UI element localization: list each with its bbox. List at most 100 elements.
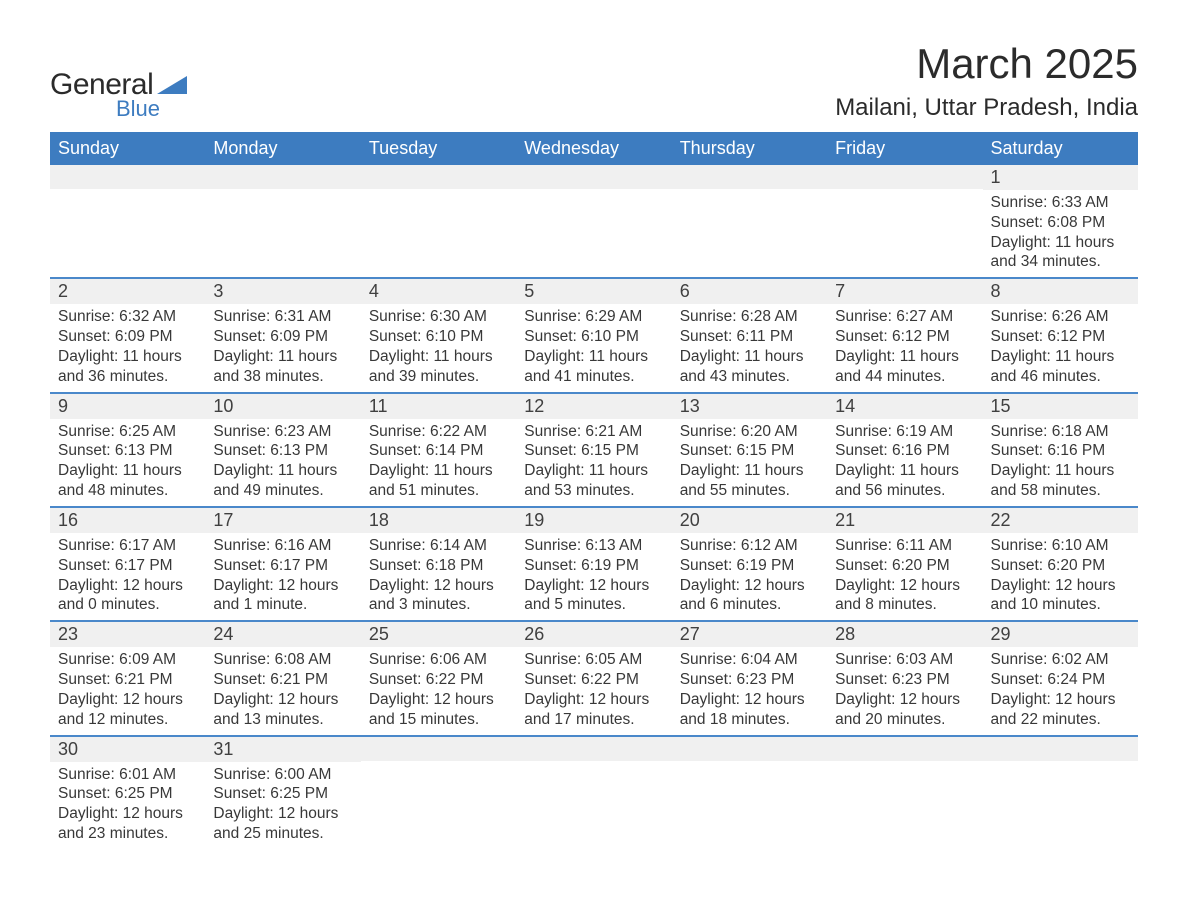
sunset-line: Sunset: 6:19 PM [524,556,663,576]
calendar-cell: 12Sunrise: 6:21 AMSunset: 6:15 PMDayligh… [516,393,671,507]
sunrise-line: Sunrise: 6:27 AM [835,307,974,327]
daylight-line-2: and 34 minutes. [991,252,1130,272]
day-number: 26 [516,622,671,647]
day-data [205,189,360,269]
calendar-cell [827,736,982,849]
day-data: Sunrise: 6:22 AMSunset: 6:14 PMDaylight:… [361,419,516,506]
calendar-cell: 14Sunrise: 6:19 AMSunset: 6:16 PMDayligh… [827,393,982,507]
sunrise-line: Sunrise: 6:17 AM [58,536,197,556]
col-tuesday: Tuesday [361,132,516,165]
brand-triangle-icon [157,74,187,99]
calendar-cell: 2Sunrise: 6:32 AMSunset: 6:09 PMDaylight… [50,278,205,392]
calendar-cell: 28Sunrise: 6:03 AMSunset: 6:23 PMDayligh… [827,621,982,735]
day-number [672,165,827,189]
calendar-cell: 18Sunrise: 6:14 AMSunset: 6:18 PMDayligh… [361,507,516,621]
day-data: Sunrise: 6:20 AMSunset: 6:15 PMDaylight:… [672,419,827,506]
sunset-line: Sunset: 6:21 PM [58,670,197,690]
day-data [516,761,671,841]
page-header: General Blue March 2025 Mailani, Uttar P… [50,40,1138,122]
sunrise-line: Sunrise: 6:03 AM [835,650,974,670]
day-data: Sunrise: 6:01 AMSunset: 6:25 PMDaylight:… [50,762,205,849]
sunset-line: Sunset: 6:17 PM [58,556,197,576]
daylight-line-2: and 6 minutes. [680,595,819,615]
calendar-cell: 27Sunrise: 6:04 AMSunset: 6:23 PMDayligh… [672,621,827,735]
day-number: 6 [672,279,827,304]
day-number [983,737,1138,761]
calendar-cell: 23Sunrise: 6:09 AMSunset: 6:21 PMDayligh… [50,621,205,735]
calendar-cell [983,736,1138,849]
day-number: 23 [50,622,205,647]
calendar-cell [361,736,516,849]
day-number: 12 [516,394,671,419]
daylight-line-1: Daylight: 12 hours [58,576,197,596]
day-number: 19 [516,508,671,533]
sunrise-line: Sunrise: 6:23 AM [213,422,352,442]
daylight-line-1: Daylight: 12 hours [58,690,197,710]
calendar-cell: 26Sunrise: 6:05 AMSunset: 6:22 PMDayligh… [516,621,671,735]
daylight-line-1: Daylight: 11 hours [680,461,819,481]
day-number [827,165,982,189]
sunset-line: Sunset: 6:15 PM [524,441,663,461]
calendar-cell: 17Sunrise: 6:16 AMSunset: 6:17 PMDayligh… [205,507,360,621]
sunset-line: Sunset: 6:11 PM [680,327,819,347]
sunrise-line: Sunrise: 6:22 AM [369,422,508,442]
day-number [516,165,671,189]
day-data: Sunrise: 6:27 AMSunset: 6:12 PMDaylight:… [827,304,982,391]
sunset-line: Sunset: 6:20 PM [835,556,974,576]
daylight-line-2: and 58 minutes. [991,481,1130,501]
sunrise-line: Sunrise: 6:19 AM [835,422,974,442]
calendar-cell: 22Sunrise: 6:10 AMSunset: 6:20 PMDayligh… [983,507,1138,621]
daylight-line-2: and 36 minutes. [58,367,197,387]
daylight-line-1: Daylight: 11 hours [369,461,508,481]
sunrise-line: Sunrise: 6:02 AM [991,650,1130,670]
day-data: Sunrise: 6:29 AMSunset: 6:10 PMDaylight:… [516,304,671,391]
day-data [516,189,671,269]
calendar-cell: 4Sunrise: 6:30 AMSunset: 6:10 PMDaylight… [361,278,516,392]
sunset-line: Sunset: 6:10 PM [524,327,663,347]
daylight-line-2: and 53 minutes. [524,481,663,501]
day-data: Sunrise: 6:11 AMSunset: 6:20 PMDaylight:… [827,533,982,620]
col-saturday: Saturday [983,132,1138,165]
daylight-line-2: and 51 minutes. [369,481,508,501]
day-data: Sunrise: 6:21 AMSunset: 6:15 PMDaylight:… [516,419,671,506]
day-number: 27 [672,622,827,647]
daylight-line-1: Daylight: 12 hours [835,690,974,710]
daylight-line-1: Daylight: 12 hours [524,690,663,710]
day-data: Sunrise: 6:25 AMSunset: 6:13 PMDaylight:… [50,419,205,506]
daylight-line-1: Daylight: 12 hours [58,804,197,824]
brand-logo: General Blue [50,68,187,122]
sunrise-line: Sunrise: 6:30 AM [369,307,508,327]
day-number: 28 [827,622,982,647]
sunset-line: Sunset: 6:13 PM [58,441,197,461]
sunset-line: Sunset: 6:13 PM [213,441,352,461]
calendar-cell: 7Sunrise: 6:27 AMSunset: 6:12 PMDaylight… [827,278,982,392]
day-number: 25 [361,622,516,647]
day-data [983,761,1138,841]
day-number: 18 [361,508,516,533]
day-data [361,189,516,269]
day-data: Sunrise: 6:23 AMSunset: 6:13 PMDaylight:… [205,419,360,506]
daylight-line-2: and 43 minutes. [680,367,819,387]
daylight-line-1: Daylight: 11 hours [213,347,352,367]
calendar-cell: 16Sunrise: 6:17 AMSunset: 6:17 PMDayligh… [50,507,205,621]
calendar-week-row: 9Sunrise: 6:25 AMSunset: 6:13 PMDaylight… [50,393,1138,507]
day-number: 14 [827,394,982,419]
sunrise-line: Sunrise: 6:18 AM [991,422,1130,442]
day-data: Sunrise: 6:26 AMSunset: 6:12 PMDaylight:… [983,304,1138,391]
sunset-line: Sunset: 6:19 PM [680,556,819,576]
calendar-cell: 5Sunrise: 6:29 AMSunset: 6:10 PMDaylight… [516,278,671,392]
daylight-line-2: and 1 minute. [213,595,352,615]
day-number: 20 [672,508,827,533]
calendar-cell: 24Sunrise: 6:08 AMSunset: 6:21 PMDayligh… [205,621,360,735]
daylight-line-1: Daylight: 12 hours [369,576,508,596]
daylight-line-1: Daylight: 12 hours [991,576,1130,596]
daylight-line-2: and 18 minutes. [680,710,819,730]
day-data [827,189,982,269]
daylight-line-2: and 46 minutes. [991,367,1130,387]
day-number: 16 [50,508,205,533]
daylight-line-2: and 38 minutes. [213,367,352,387]
daylight-line-1: Daylight: 11 hours [680,347,819,367]
day-data: Sunrise: 6:17 AMSunset: 6:17 PMDaylight:… [50,533,205,620]
day-data: Sunrise: 6:04 AMSunset: 6:23 PMDaylight:… [672,647,827,734]
sunset-line: Sunset: 6:12 PM [835,327,974,347]
